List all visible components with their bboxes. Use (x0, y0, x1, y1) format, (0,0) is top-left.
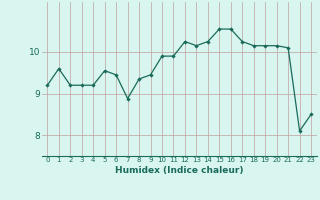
X-axis label: Humidex (Indice chaleur): Humidex (Indice chaleur) (115, 166, 244, 175)
